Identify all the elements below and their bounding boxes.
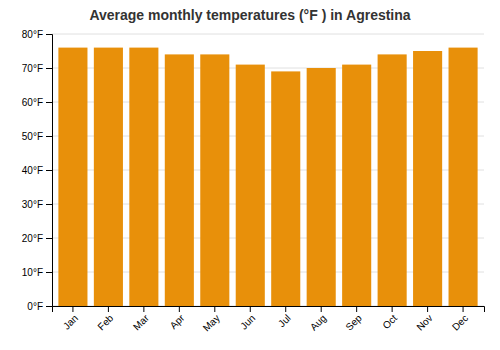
bar [307, 68, 336, 306]
y-tick: 0°F [27, 301, 52, 312]
x-tick-mark [356, 306, 357, 312]
y-tick-mark [46, 238, 52, 239]
bar [94, 48, 123, 306]
x-axis-line [53, 307, 485, 313]
y-tick-label: 10°F [22, 267, 43, 278]
y-tick-label: 0°F [27, 301, 43, 312]
y-tick-mark [46, 272, 52, 273]
x-tick-label: Apr [168, 312, 187, 331]
x-tick-mark [463, 306, 464, 312]
x-tick: Jan [61, 306, 80, 332]
bar [449, 48, 478, 306]
x-tick-label: Jan [61, 312, 80, 331]
x-tick-mark [72, 306, 73, 312]
x-tick: Nov [414, 306, 434, 333]
x-tick-mark [108, 306, 109, 312]
title: Average monthly temperatures (°F ) in Ag… [89, 7, 410, 23]
chart: Average monthly temperatures (°F ) in Ag… [0, 0, 500, 350]
x-tick-label: Feb [96, 312, 116, 332]
y-tick-mark [46, 68, 52, 69]
y-tick: 40°F [22, 165, 52, 176]
y-tick: 30°F [22, 199, 52, 210]
y-axis: 0°F 10°F 20°F 30°F 40°F 50°F 60°F 70°F 80°F [22, 29, 53, 312]
x-tick: Mar [131, 306, 151, 332]
x-tick-label: Oct [380, 312, 399, 331]
x-tick-label: Dec [450, 312, 470, 332]
y-tick: 60°F [22, 97, 52, 108]
x-tick-mark [285, 306, 286, 312]
grid [52, 34, 484, 306]
y-tick-mark [46, 204, 52, 205]
x-tick: Sep [343, 306, 364, 333]
y-tick-mark [46, 34, 52, 35]
x-tick: May [201, 306, 222, 334]
bar [129, 48, 158, 306]
x-tick-label: Jun [238, 312, 257, 331]
y-tick-label: 50°F [22, 131, 43, 142]
y-tick-label: 30°F [22, 199, 43, 210]
bar [342, 65, 371, 306]
x-tick-label: Aug [308, 312, 328, 332]
x-tick-label: Mar [131, 312, 151, 332]
x-tick-mark [143, 306, 144, 312]
x-tick: Jul [276, 306, 293, 329]
y-axis-line [46, 35, 53, 307]
y-tick-label: 70°F [22, 63, 43, 74]
y-tick-mark [46, 102, 52, 103]
x-tick-label: Sep [343, 312, 364, 333]
y-tick-mark [46, 136, 52, 137]
y-tick: 20°F [22, 233, 52, 244]
y-tick-label: 60°F [22, 97, 43, 108]
x-tick-mark [250, 306, 251, 312]
y-tick: 10°F [22, 267, 52, 278]
y-tick: 80°F [22, 29, 52, 40]
x-tick-mark [392, 306, 393, 312]
y-tick-label: 20°F [22, 233, 43, 244]
x-tick-mark [214, 306, 215, 312]
x-axis: Jan Feb Mar Apr May Jun Jul Aug Sep Oct Nov Dec [53, 306, 485, 334]
x-tick: Feb [96, 306, 116, 332]
bar [200, 54, 229, 306]
x-tick: Aug [308, 306, 328, 333]
x-tick-label: May [201, 312, 222, 333]
y-tick-mark [46, 306, 52, 307]
bar [413, 51, 442, 306]
y-tick-label: 40°F [22, 165, 43, 176]
x-tick: Apr [168, 306, 187, 331]
bar [236, 65, 265, 306]
x-tick-label: Nov [414, 312, 434, 332]
y-tick-mark [46, 170, 52, 171]
y-tick: 50°F [22, 131, 52, 142]
bar [165, 54, 194, 306]
y-tick-label: 80°F [22, 29, 43, 40]
x-tick-label: Jul [276, 312, 293, 329]
x-tick: Jun [238, 306, 257, 332]
x-tick: Oct [380, 306, 399, 331]
bar [271, 71, 300, 306]
x-tick-mark [321, 306, 322, 312]
x-tick: Dec [450, 306, 470, 333]
plot: 0°F 10°F 20°F 30°F 40°F 50°F 60°F 70°F 80°F Jan Fe… [22, 29, 485, 334]
bar [58, 48, 87, 306]
x-tick-mark [179, 306, 180, 312]
y-tick: 70°F [22, 63, 52, 74]
bars [58, 48, 477, 306]
bar [378, 54, 407, 306]
grid-line [52, 34, 484, 35]
x-tick-mark [427, 306, 428, 312]
